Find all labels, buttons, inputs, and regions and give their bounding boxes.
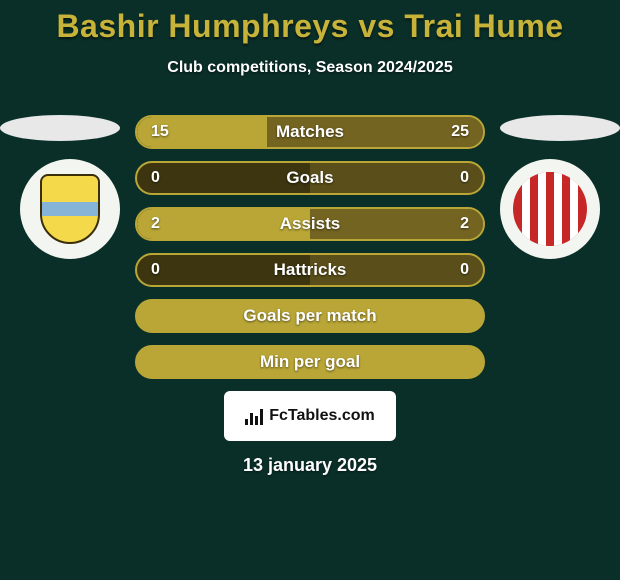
stripe bbox=[514, 172, 522, 246]
shield-band-icon bbox=[42, 202, 98, 216]
page-subtitle: Club competitions, Season 2024/2025 bbox=[0, 59, 620, 77]
stripe bbox=[570, 172, 578, 246]
brand-text: FcTables.com bbox=[269, 407, 375, 425]
stat-value-right: 0 bbox=[460, 261, 469, 279]
bar-fill-left bbox=[137, 209, 310, 239]
shield-icon bbox=[40, 174, 100, 244]
stripe bbox=[538, 172, 546, 246]
stripe bbox=[530, 172, 538, 246]
stat-row: Assists22 bbox=[135, 207, 485, 241]
content-area: Matches1525Goals00Assists22Hattricks00Go… bbox=[0, 115, 620, 476]
page-title: Bashir Humphreys vs Trai Hume bbox=[0, 8, 620, 45]
stripe bbox=[562, 172, 570, 246]
stat-row: Goals per match bbox=[135, 299, 485, 333]
stat-value-right: 2 bbox=[460, 215, 469, 233]
stripe bbox=[522, 172, 530, 246]
stat-row: Goals0 0 bbox=[135, 161, 485, 195]
stripe bbox=[554, 172, 562, 246]
brand-box: FcTables.com bbox=[224, 391, 396, 441]
stat-value-left: 0 bbox=[151, 261, 160, 279]
stat-value-right: 0 bbox=[460, 169, 469, 187]
stat-value-left: 0 bbox=[151, 169, 160, 187]
stat-label: Hattricks bbox=[137, 260, 483, 280]
bar-chart-icon bbox=[245, 407, 263, 425]
player-photo-left bbox=[0, 115, 120, 141]
stat-label: Goals per match bbox=[137, 306, 483, 326]
stat-value-left: 15 bbox=[151, 123, 169, 141]
stat-label: Goals bbox=[137, 168, 483, 188]
player-photo-right bbox=[500, 115, 620, 141]
stat-bars: Matches1525Goals00Assists22Hattricks00Go… bbox=[135, 115, 485, 379]
stat-row: Hattricks0 0 bbox=[135, 253, 485, 287]
stripe bbox=[546, 172, 554, 246]
club-crest-right bbox=[500, 159, 600, 259]
date-text: 13 january 2025 bbox=[0, 455, 620, 476]
stat-value-left: 2 bbox=[151, 215, 160, 233]
stat-row: Min per goal bbox=[135, 345, 485, 379]
comparison-infographic: Bashir Humphreys vs Trai Hume Club compe… bbox=[0, 0, 620, 580]
stat-label: Min per goal bbox=[137, 352, 483, 372]
club-crest-left bbox=[20, 159, 120, 259]
stripes-icon bbox=[513, 172, 587, 246]
stat-value-right: 25 bbox=[451, 123, 469, 141]
stripe bbox=[578, 172, 586, 246]
stat-row: Matches1525 bbox=[135, 115, 485, 149]
bar-fill-right bbox=[310, 209, 483, 239]
